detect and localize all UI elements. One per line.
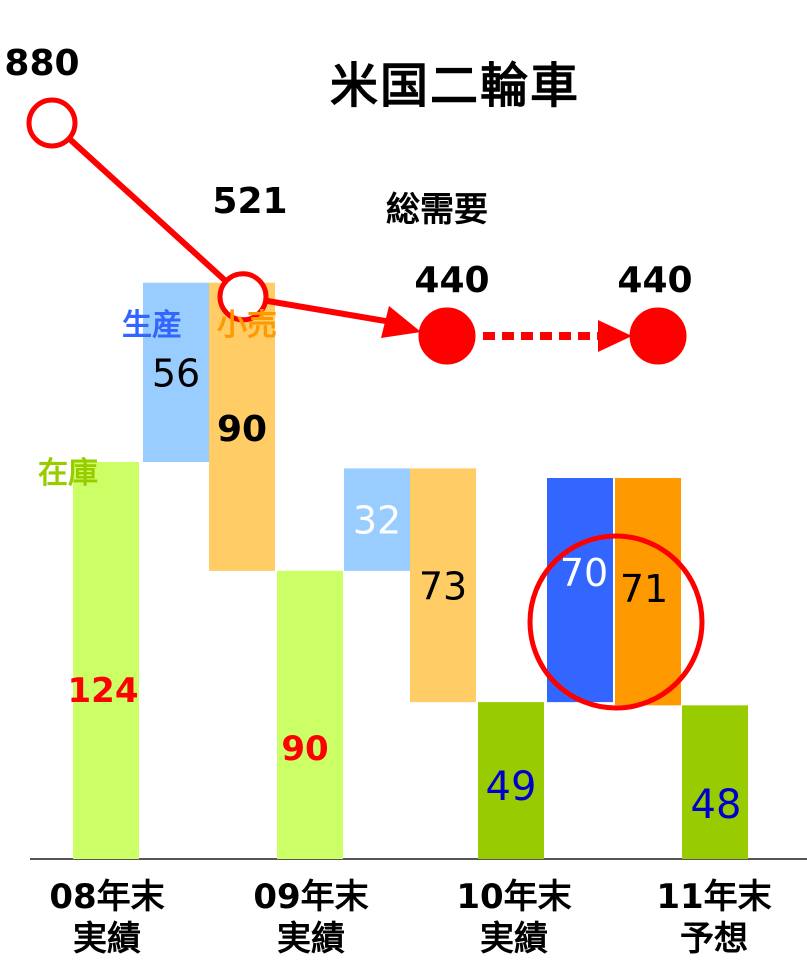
production-bar-2 bbox=[547, 478, 613, 703]
demand-value-label-2: 440 bbox=[414, 260, 489, 301]
demand-line-segment-1 bbox=[242, 293, 404, 327]
retail-bar-1 bbox=[410, 468, 476, 703]
demand-arrowhead-0 bbox=[381, 306, 421, 338]
demand-value-label-1: 521 bbox=[212, 181, 287, 222]
x-tick-line1: 09年末 bbox=[253, 877, 369, 917]
demand-point-2 bbox=[418, 307, 476, 365]
retail-bar-0 bbox=[209, 282, 275, 571]
demand-series-label: 総需要 bbox=[386, 190, 488, 230]
retail-bar-2 bbox=[615, 478, 681, 706]
x-tick-line1: 11年末 bbox=[656, 877, 772, 917]
x-tick-label-3: 11年末 予想 bbox=[639, 876, 789, 960]
retail-value-label-2: 71 bbox=[620, 567, 668, 611]
inventory-bar-2 bbox=[478, 702, 544, 859]
demand-point-1 bbox=[217, 271, 269, 323]
legend-retail: 小売 bbox=[217, 308, 277, 343]
legend-production: 生産 bbox=[122, 308, 182, 343]
inventory-value-label-2: 49 bbox=[486, 764, 537, 810]
production-value-label-2: 70 bbox=[560, 551, 608, 595]
legend-inventory: 在庫 bbox=[38, 456, 98, 491]
inventory-bar-0 bbox=[73, 462, 139, 859]
inventory-bar-1 bbox=[277, 570, 343, 859]
x-tick-label-0: 08年末 実績 bbox=[32, 876, 182, 960]
x-tick-line2: 実績 bbox=[277, 919, 345, 959]
inventory-value-label-3: 48 bbox=[691, 782, 742, 828]
x-tick-line2: 予想 bbox=[680, 919, 748, 959]
demand-value-label-0: 880 bbox=[4, 43, 79, 84]
x-tick-line1: 10年末 bbox=[456, 877, 572, 917]
retail-value-label-1: 73 bbox=[419, 564, 467, 608]
highlight-circle bbox=[527, 533, 705, 711]
demand-line-segment-0 bbox=[49, 120, 246, 300]
x-tick-label-1: 09年末 実績 bbox=[236, 876, 386, 960]
x-tick-label-2: 10年末 実績 bbox=[439, 876, 589, 960]
x-tick-line2: 実績 bbox=[480, 919, 548, 959]
x-tick-line2: 実績 bbox=[73, 919, 141, 959]
demand-point-3 bbox=[629, 307, 687, 365]
chart-title: 米国二輪車 bbox=[330, 58, 581, 114]
demand-point-0 bbox=[26, 97, 78, 149]
x-tick-line1: 08年末 bbox=[49, 877, 165, 917]
inventory-bar-3 bbox=[682, 705, 748, 859]
retail-value-label-0: 90 bbox=[217, 409, 267, 450]
production-bar-0 bbox=[143, 282, 209, 462]
demand-arrowhead-1 bbox=[598, 320, 632, 352]
inventory-value-label-1: 90 bbox=[281, 729, 328, 769]
inventory-value-label-0: 124 bbox=[68, 671, 139, 711]
demand-value-label-3: 440 bbox=[617, 260, 692, 301]
production-value-label-1: 32 bbox=[353, 499, 401, 543]
production-bar-1 bbox=[344, 468, 410, 571]
production-value-label-0: 56 bbox=[152, 351, 200, 395]
